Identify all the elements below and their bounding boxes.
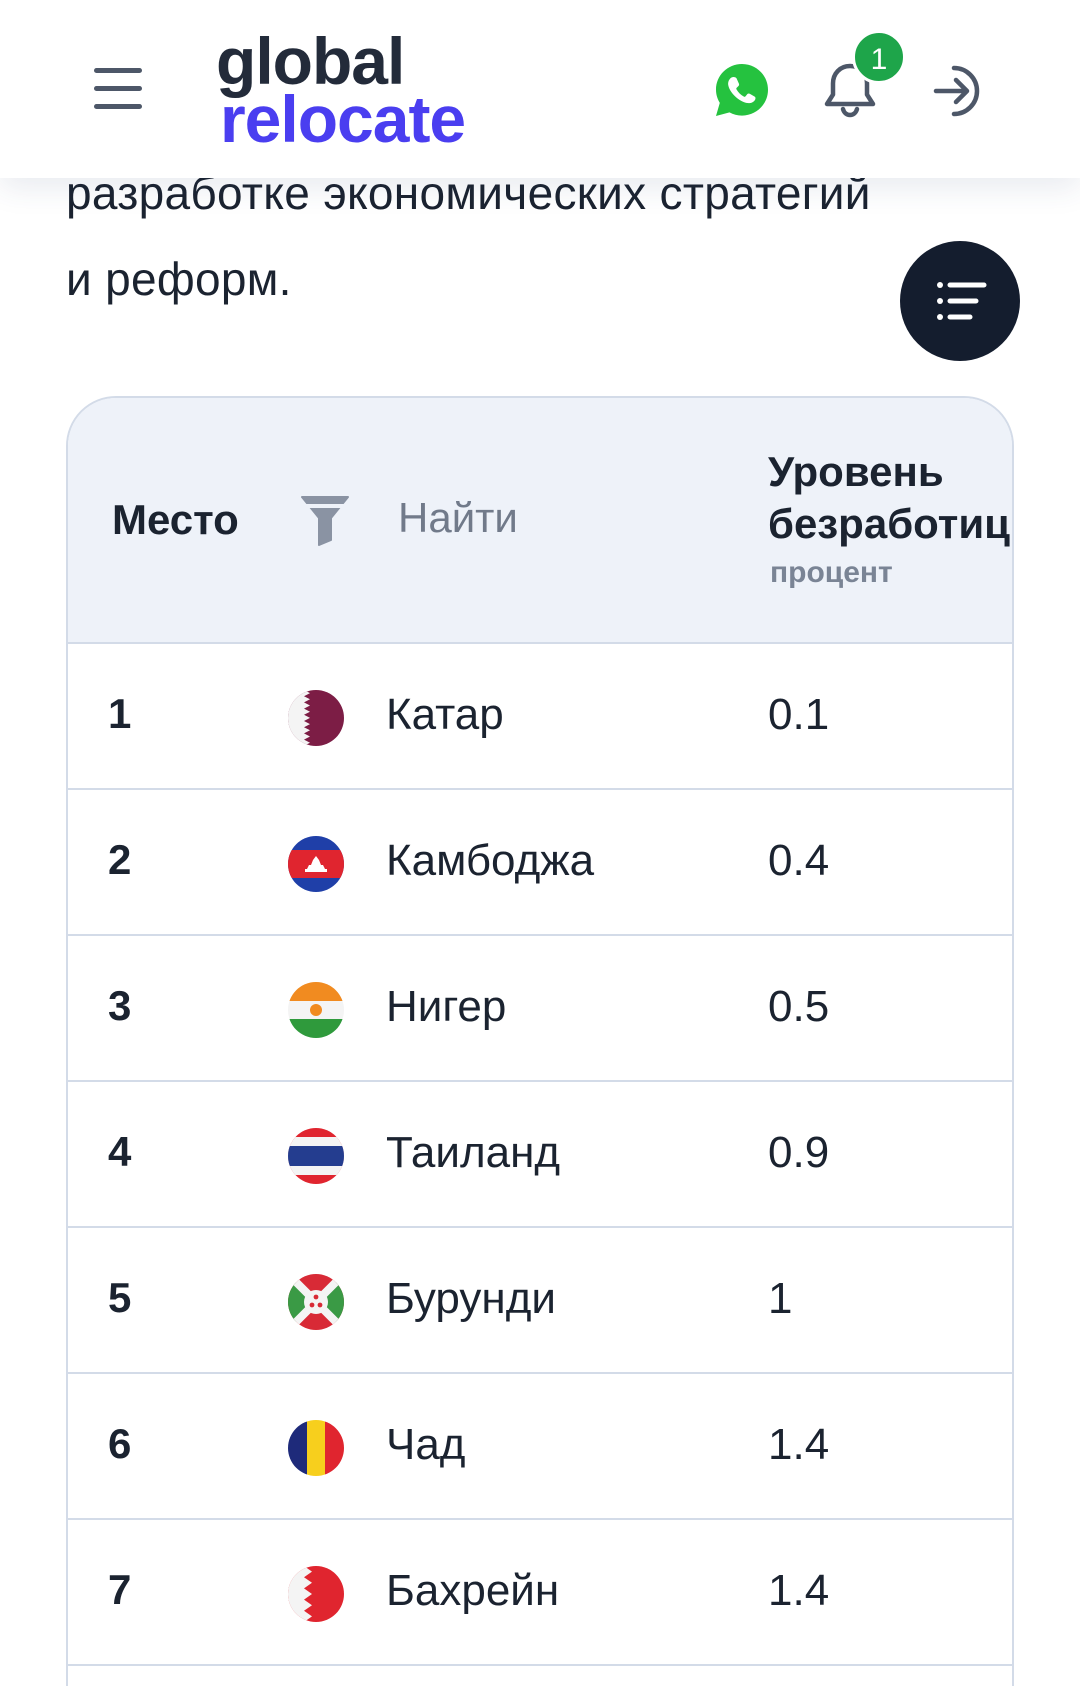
cambodia-flag-icon: [288, 836, 344, 892]
table-row[interactable]: 5 Бурунди 1: [68, 1228, 1012, 1374]
row-country: Бурунди: [386, 1274, 556, 1323]
table-header: Место Уровень безработицы процент: [68, 398, 1012, 644]
row-rank: 6: [108, 1420, 132, 1467]
row-rank: 5: [108, 1274, 132, 1321]
column-header-unemployment[interactable]: Уровень безработицы: [768, 446, 1012, 550]
menu-button[interactable]: [90, 66, 146, 112]
login-arrow-icon: [933, 65, 980, 117]
logo[interactable]: global relocate: [216, 28, 506, 158]
row-value: 1.4: [768, 1420, 830, 1469]
list-icon: [937, 282, 987, 320]
logo-line-2: relocate: [220, 82, 466, 156]
burundi-flag-icon: [288, 1274, 344, 1330]
row-value: 0.1: [768, 690, 830, 739]
row-value: 0.5: [768, 982, 830, 1031]
table-of-contents-button[interactable]: [900, 241, 1020, 361]
table-row[interactable]: 7 Бахрейн 1.4: [68, 1520, 1012, 1666]
row-value: 0.9: [768, 1128, 830, 1177]
row-country: Камбоджа: [386, 836, 595, 885]
table-row[interactable]: 2 Камбоджа 0.4: [68, 790, 1012, 936]
table-row[interactable]: 3 Нигер 0.5: [68, 936, 1012, 1082]
site-header: global relocate 1: [0, 0, 1080, 178]
whatsapp-button[interactable]: [712, 60, 772, 120]
filter-icon[interactable]: [300, 494, 350, 546]
row-country: Таиланд: [386, 1128, 561, 1177]
row-rank: 7: [108, 1566, 132, 1613]
search-input[interactable]: [398, 488, 778, 548]
row-country: Нигер: [386, 982, 507, 1031]
unemployment-table: Место Уровень безработицы процент 1 Ката…: [66, 396, 1014, 1686]
menu-icon: [94, 68, 142, 73]
row-rank: 2: [108, 836, 132, 883]
notification-badge: 1: [852, 30, 906, 84]
table-row[interactable]: 1 Катар 0.1: [68, 644, 1012, 790]
row-country: Бахрейн: [386, 1566, 560, 1615]
qatar-flag-icon: [288, 690, 344, 746]
table-row[interactable]: 4 Таиланд 0.9: [68, 1082, 1012, 1228]
row-rank: 3: [108, 982, 132, 1029]
bahrain-flag-icon: [288, 1566, 344, 1622]
thailand-flag-icon: [288, 1128, 344, 1184]
column-header-place[interactable]: Место: [112, 496, 239, 543]
row-value: 1.4: [768, 1566, 830, 1615]
intro-line-2: и реформ.: [66, 253, 292, 305]
column-header-line-1: Уровень: [768, 448, 944, 495]
row-value: 0.4: [768, 836, 830, 885]
whatsapp-icon: [716, 64, 768, 116]
chad-flag-icon: [288, 1420, 344, 1476]
logo-line-1: global: [216, 24, 405, 98]
row-rank: 4: [108, 1128, 132, 1175]
row-rank: 1: [108, 690, 132, 737]
table-row[interactable]: 6 Чад 1.4: [68, 1374, 1012, 1520]
row-country: Чад: [386, 1420, 466, 1469]
column-header-line-2: безработицы: [768, 500, 1012, 547]
niger-flag-icon: [288, 982, 344, 1038]
row-value: 1: [768, 1274, 793, 1323]
login-button[interactable]: [930, 60, 992, 122]
column-unit-label: процент: [770, 556, 893, 589]
row-country: Катар: [386, 690, 504, 739]
